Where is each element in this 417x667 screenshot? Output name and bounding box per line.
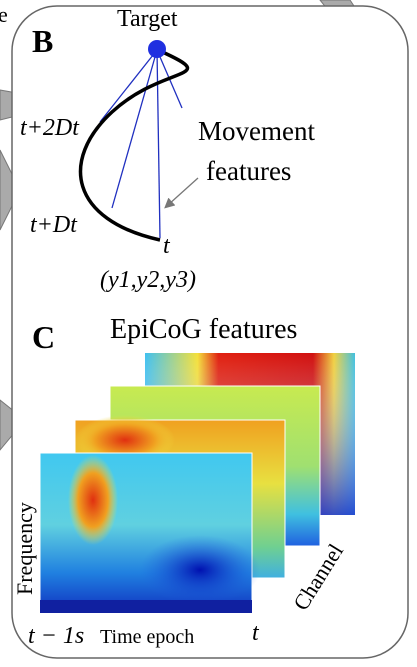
x-end-label: t xyxy=(252,620,260,646)
time-label: t+2Dt xyxy=(20,115,80,141)
panel-label: C xyxy=(32,319,55,355)
movement-label: features xyxy=(206,156,291,186)
target-label: Target xyxy=(117,6,178,32)
time-label: t+Dt xyxy=(30,212,78,238)
y-axis-label: Frequency xyxy=(12,502,37,595)
target-dot xyxy=(148,40,166,58)
heatmap xyxy=(39,452,260,614)
panel-title: EpiCoG features xyxy=(110,314,297,345)
movement-label: Movement xyxy=(198,116,315,146)
edge-text: e xyxy=(0,2,8,27)
x-start-label: t − 1s xyxy=(28,623,84,649)
arrow xyxy=(164,177,199,209)
output-label: (y1,y2,y3) xyxy=(100,267,196,293)
x-axis-label: Time epoch xyxy=(100,626,194,648)
time-label: t xyxy=(163,233,171,259)
panel-label: B xyxy=(32,23,53,59)
trajectory xyxy=(78,48,190,242)
swoosh xyxy=(0,149,21,231)
